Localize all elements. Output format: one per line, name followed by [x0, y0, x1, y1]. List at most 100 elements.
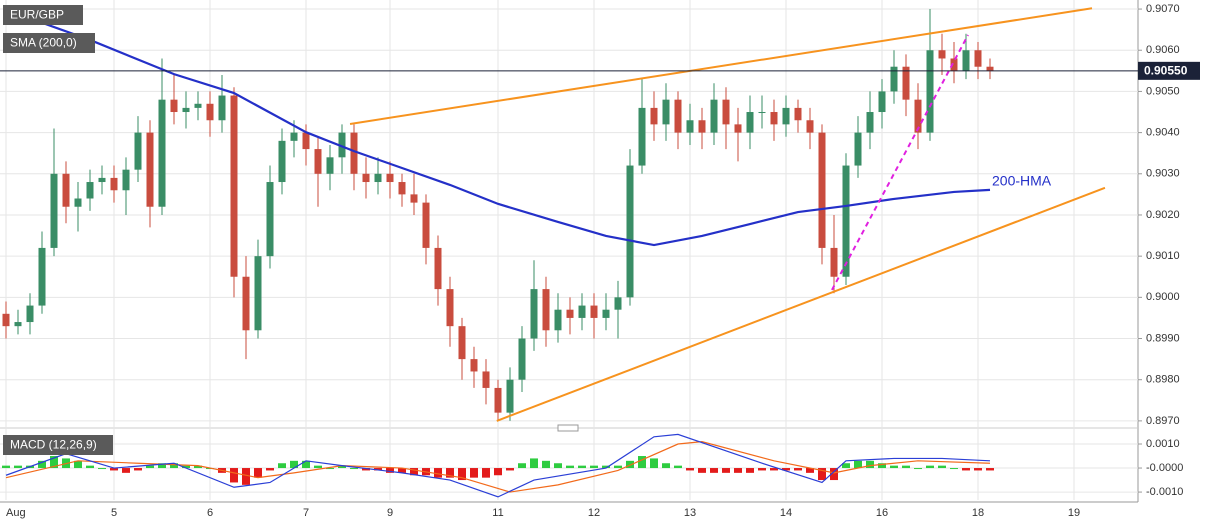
candle-body — [542, 289, 550, 331]
y-tick-label: 0.9030 — [1146, 168, 1180, 180]
histogram-bar — [122, 468, 130, 473]
histogram-bar — [818, 468, 826, 481]
histogram-bar — [878, 463, 886, 469]
candle-body — [422, 202, 430, 248]
histogram-bar — [638, 456, 646, 469]
x-tick-label: 7 — [303, 507, 309, 519]
histogram-bar — [146, 465, 154, 469]
histogram-bar — [566, 465, 574, 469]
candle-body — [218, 95, 226, 121]
candle-body — [458, 326, 466, 360]
candle-body — [98, 177, 106, 183]
histogram-bar — [158, 463, 166, 469]
candle-body — [866, 112, 874, 133]
x-tick-label: 11 — [492, 507, 503, 519]
y-tick-label: 0.9020 — [1146, 209, 1180, 221]
histogram-bar — [722, 468, 730, 473]
histogram-bar — [326, 468, 334, 470]
price-label: 0.90550 — [1144, 64, 1188, 78]
candle-body — [146, 132, 154, 207]
candle-body — [758, 112, 766, 114]
candle-body — [230, 95, 238, 277]
candle-body — [962, 50, 970, 71]
trend-line — [831, 34, 969, 291]
histogram-bar — [614, 465, 622, 469]
histogram-bar — [338, 465, 346, 469]
histogram-bar — [938, 465, 946, 469]
histogram-bar — [398, 468, 406, 473]
candle-body — [182, 107, 190, 113]
candle-body — [482, 371, 490, 388]
histogram-bar — [362, 468, 370, 471]
macd-line — [5, 433, 991, 498]
trend-line — [349, 7, 1093, 125]
histogram-bar — [554, 463, 562, 469]
histogram-bar — [266, 468, 274, 471]
histogram-bar — [518, 463, 526, 469]
y-tick-label: 0.9010 — [1146, 250, 1180, 262]
histogram-bar — [866, 460, 874, 469]
histogram-bar — [410, 468, 418, 476]
candle-body — [686, 120, 694, 133]
candle-body — [938, 50, 946, 59]
y-tick-label: -0.0010 — [1146, 486, 1183, 498]
histogram-bar — [374, 468, 382, 471]
histogram-bar — [434, 468, 442, 478]
histogram-bar — [770, 468, 778, 471]
candle-body — [902, 66, 910, 100]
histogram-bar — [254, 468, 262, 478]
resize-handle[interactable] — [557, 424, 579, 432]
candle-body — [662, 99, 670, 125]
x-tick-label: 16 — [876, 507, 888, 519]
histogram-bar — [950, 468, 958, 470]
histogram-bar — [662, 463, 670, 469]
histogram-bar — [602, 465, 610, 469]
candle-body — [494, 387, 502, 413]
histogram-bar — [458, 468, 466, 481]
histogram-bar — [926, 465, 934, 469]
y-tick-label: 0.8990 — [1146, 332, 1180, 344]
y-tick-label: 0.0010 — [1146, 438, 1180, 450]
candle-body — [266, 182, 274, 257]
candle-body — [110, 177, 118, 191]
candle-body — [242, 276, 250, 331]
x-tick-label: 13 — [684, 507, 696, 519]
candle-body — [650, 107, 658, 125]
y-tick-label: 0.9040 — [1146, 127, 1180, 139]
histogram-bar — [230, 468, 238, 483]
moving-average — [5, 8, 991, 247]
y-tick-label: 0.9000 — [1146, 291, 1180, 303]
histogram-bar — [470, 468, 478, 478]
histogram-bar — [74, 460, 82, 469]
candle-body — [314, 149, 322, 174]
x-tick-label: 6 — [207, 507, 213, 519]
histogram-bar — [194, 465, 202, 469]
candle-body — [14, 322, 22, 327]
histogram-bar — [578, 465, 586, 469]
x-tick-label: 9 — [387, 507, 393, 519]
symbol-tag[interactable] — [3, 5, 83, 25]
candle-body — [950, 58, 958, 71]
symbol: EUR/GBP — [10, 8, 64, 22]
candle-body — [254, 256, 262, 331]
y-tick-label: 0.8970 — [1146, 415, 1180, 427]
candle-body — [710, 99, 718, 133]
candle-body — [290, 132, 298, 141]
histogram-bar — [242, 468, 250, 485]
candle-body — [974, 50, 982, 67]
candle-body — [194, 103, 202, 108]
histogram-bar — [746, 468, 754, 473]
candle-body — [374, 173, 382, 183]
indicator-tag[interactable] — [3, 33, 95, 53]
candle-body — [134, 132, 142, 170]
histogram-bar — [542, 460, 550, 469]
candle-body — [50, 173, 58, 248]
candle-body — [434, 247, 442, 290]
histogram-bar — [446, 468, 454, 478]
candle-body — [782, 107, 790, 125]
candle-body — [926, 50, 934, 133]
macd-tag[interactable] — [3, 435, 113, 455]
histogram-bar — [758, 468, 766, 471]
candle-body — [818, 132, 826, 248]
candle-body — [614, 297, 622, 310]
